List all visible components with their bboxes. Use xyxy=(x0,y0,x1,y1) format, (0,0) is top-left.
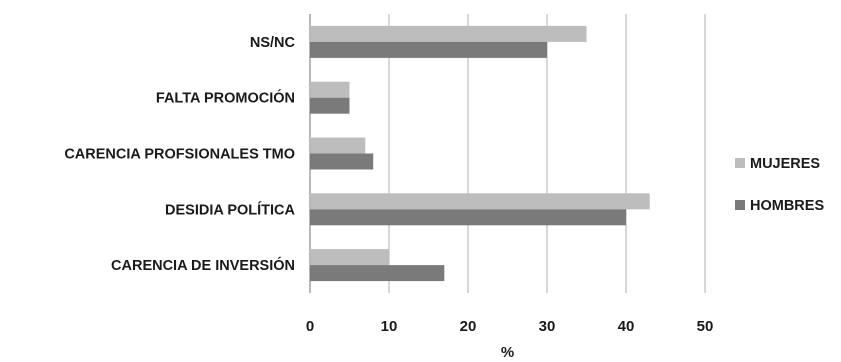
bar-hombres-carencia-profsionales-tmo xyxy=(310,153,374,170)
legend-label-mujeres: MUJERES xyxy=(750,156,820,172)
bar-hombres-ns-nc xyxy=(310,41,547,58)
bar-hombres-carencia-de-inversion xyxy=(310,265,445,282)
x-tick-label-10: 10 xyxy=(381,318,398,335)
bar-hombres-falta-promocion xyxy=(310,97,350,114)
legend: MUJERES HOMBRES xyxy=(735,156,824,214)
legend-label-hombres: HOMBRES xyxy=(750,198,824,214)
gridlines xyxy=(309,14,706,293)
x-axis-title: % xyxy=(501,344,514,361)
x-tick-label-30: 30 xyxy=(539,318,556,335)
category-label-carencia-de-inversion: CARENCIA DE INVERSIÓN xyxy=(111,256,295,274)
x-tick-label-50: 50 xyxy=(697,318,714,335)
bars xyxy=(310,25,650,282)
category-label-desidia-politica: DESIDIA POLÍTICA xyxy=(165,201,295,218)
bar-mujeres-carencia-profsionales-tmo xyxy=(310,137,366,154)
category-label-carencia-profsionales-tmo: CARENCIA PROFSIONALES TMO xyxy=(64,147,295,163)
bar-mujeres-ns-nc xyxy=(310,25,587,42)
x-tick-labels: 0 10 20 30 40 50 xyxy=(306,318,714,335)
category-labels: NS/NC FALTA PROMOCIÓN CARENCIA PROFSIONALE… xyxy=(64,35,295,274)
legend-swatch-hombres xyxy=(735,200,745,210)
x-tick-label-0: 0 xyxy=(306,318,314,335)
bar-mujeres-desidia-politica xyxy=(310,193,650,210)
legend-swatch-mujeres xyxy=(735,158,745,168)
x-tick-label-20: 20 xyxy=(460,318,477,335)
category-label-falta-promocion: FALTA PROMOCIÓN xyxy=(156,89,295,107)
category-label-ns-nc: NS/NC xyxy=(250,35,296,51)
bar-mujeres-carencia-de-inversion xyxy=(310,249,389,266)
bar-mujeres-falta-promocion xyxy=(310,81,350,98)
bar-hombres-desidia-politica xyxy=(310,209,626,226)
x-tick-label-40: 40 xyxy=(618,318,635,335)
